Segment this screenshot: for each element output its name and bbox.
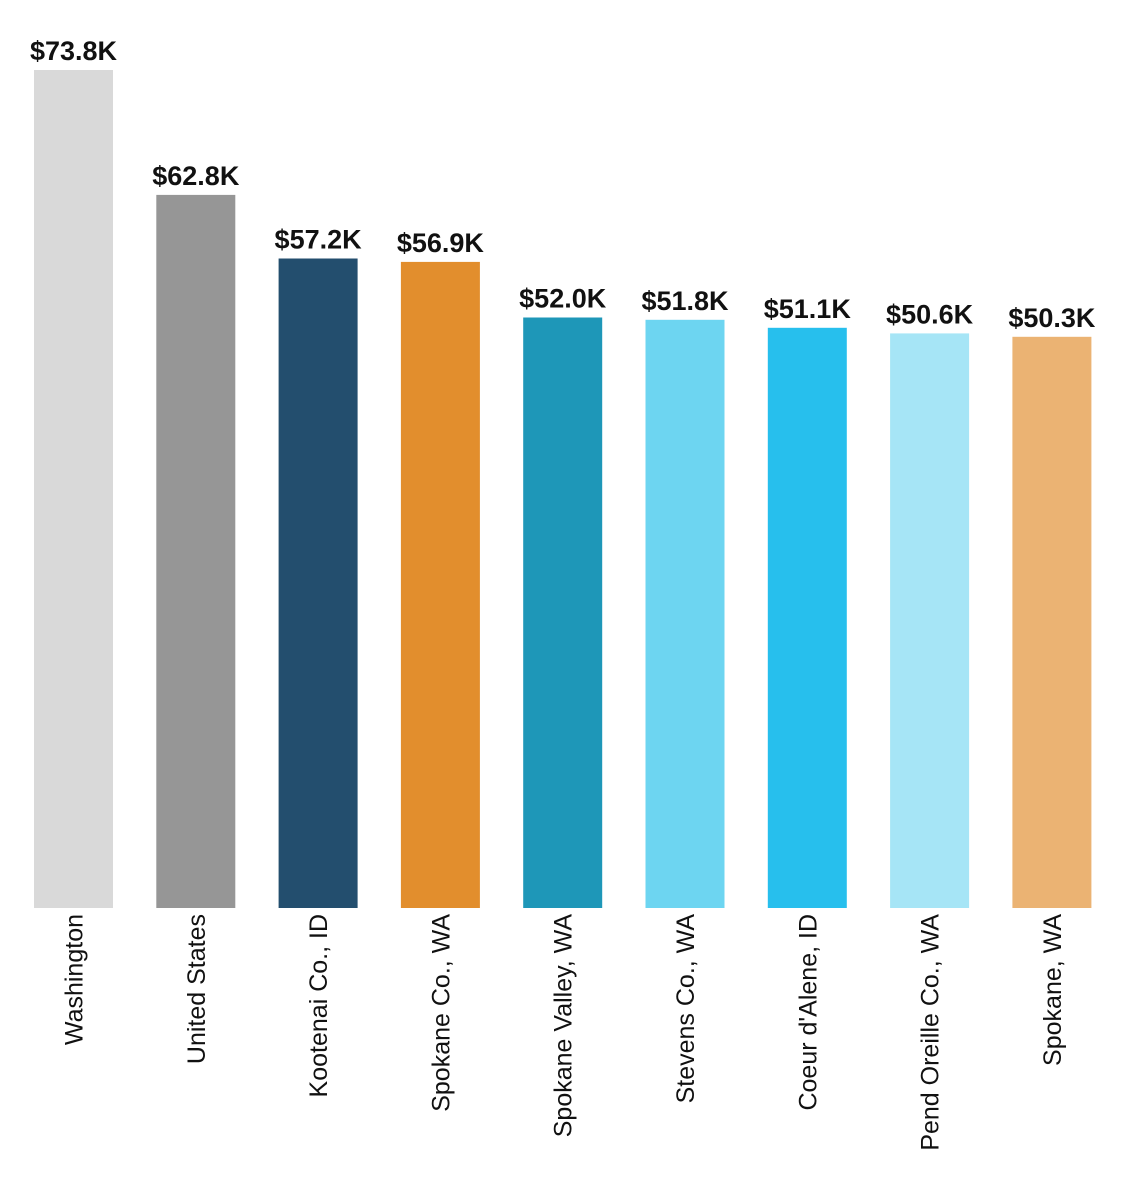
bar-united-states bbox=[156, 194, 236, 908]
bar-coeur-d-alene-id bbox=[767, 327, 847, 908]
bar-spokane-valley-wa bbox=[523, 317, 603, 908]
value-label-stevens-co-wa: $51.8K bbox=[641, 286, 729, 316]
value-label-spokane-valley-wa: $52.0K bbox=[519, 284, 607, 314]
category-label-spokane-valley-wa: Spokane Valley, WA bbox=[550, 914, 578, 1138]
category-label-coeur-d-alene-id: Coeur d'Alene, ID bbox=[794, 914, 822, 1111]
bars-layer bbox=[34, 70, 1092, 908]
category-label-pend-oreille-co-wa: Pend Oreille Co., WA bbox=[917, 914, 945, 1151]
value-label-united-states: $62.8K bbox=[152, 161, 240, 191]
bar-kootenai-co-id bbox=[278, 258, 358, 908]
category-label-stevens-co-wa: Stevens Co., WA bbox=[672, 914, 700, 1104]
value-label-coeur-d-alene-id: $51.1K bbox=[764, 294, 852, 324]
value-label-spokane-co-wa: $56.9K bbox=[397, 228, 485, 258]
value-labels-layer: $73.8K $62.8K $57.2K $56.9K $52.0K $51.8K $51.… bbox=[30, 36, 1096, 333]
category-label-washington: Washington bbox=[61, 914, 89, 1045]
bar-washington bbox=[34, 70, 113, 908]
value-label-washington: $73.8K bbox=[30, 36, 118, 66]
value-label-pend-oreille-co-wa: $50.6K bbox=[886, 299, 974, 329]
bar-spokane-wa bbox=[1012, 336, 1092, 908]
bar-stevens-co-wa bbox=[645, 319, 725, 908]
value-label-kootenai-co-id: $57.2K bbox=[275, 225, 363, 255]
value-label-spokane-wa: $50.3K bbox=[1008, 303, 1096, 333]
category-label-spokane-co-wa: Spokane Co., WA bbox=[427, 914, 455, 1112]
bar-spokane-co-wa bbox=[400, 261, 480, 908]
category-labels-layer: Washington United States Kootenai Co., ID S… bbox=[61, 914, 1067, 1151]
category-label-spokane-wa: Spokane, WA bbox=[1039, 914, 1067, 1066]
bar-pend-oreille-co-wa bbox=[890, 333, 970, 908]
category-label-kootenai-co-id: Kootenai Co., ID bbox=[305, 914, 333, 1097]
category-label-united-states: United States bbox=[183, 914, 211, 1064]
